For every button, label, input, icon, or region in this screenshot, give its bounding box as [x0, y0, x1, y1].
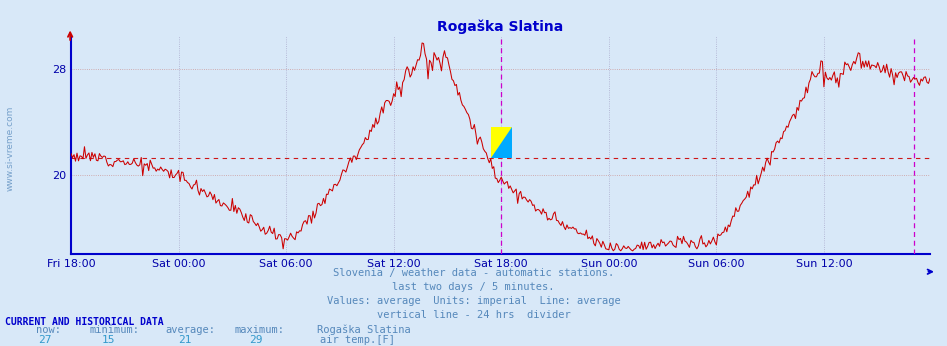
Text: www.si-vreme.com: www.si-vreme.com — [6, 106, 15, 191]
Text: 15: 15 — [101, 335, 115, 345]
Text: 29: 29 — [249, 335, 262, 345]
Text: 27: 27 — [38, 335, 51, 345]
Text: now:: now: — [36, 325, 61, 335]
Title: Rogaška Slatina: Rogaška Slatina — [438, 19, 563, 34]
Polygon shape — [491, 127, 511, 158]
Text: average:: average: — [166, 325, 216, 335]
Text: air temp.[F]: air temp.[F] — [320, 335, 395, 345]
Text: CURRENT AND HISTORICAL DATA: CURRENT AND HISTORICAL DATA — [5, 317, 164, 327]
Text: last two days / 5 minutes.: last two days / 5 minutes. — [392, 282, 555, 292]
Text: Values: average  Units: imperial  Line: average: Values: average Units: imperial Line: av… — [327, 296, 620, 306]
Text: 21: 21 — [178, 335, 191, 345]
Text: vertical line - 24 hrs  divider: vertical line - 24 hrs divider — [377, 310, 570, 320]
Text: Rogaška Slatina: Rogaška Slatina — [317, 324, 411, 335]
Text: minimum:: minimum: — [90, 325, 140, 335]
Text: Slovenia / weather data - automatic stations.: Slovenia / weather data - automatic stat… — [333, 268, 614, 278]
Text: maximum:: maximum: — [235, 325, 285, 335]
Polygon shape — [491, 127, 511, 158]
